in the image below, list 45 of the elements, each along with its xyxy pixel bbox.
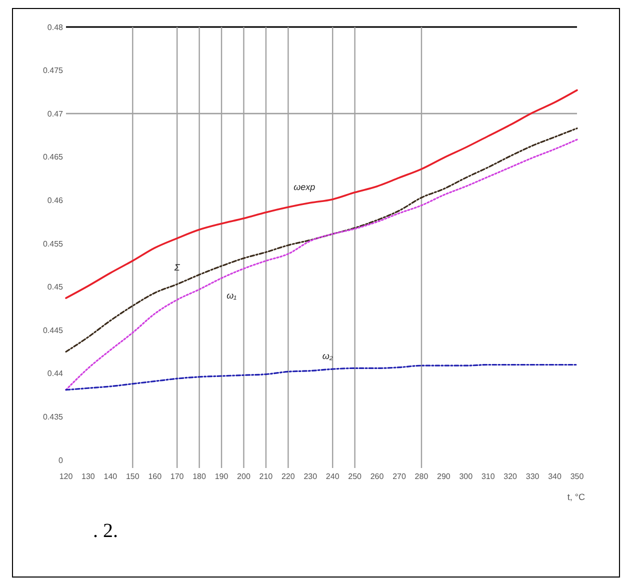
series-label: Σ bbox=[173, 262, 180, 272]
x-tick-label: 120 bbox=[59, 472, 74, 481]
x-tick-label: 150 bbox=[126, 472, 140, 481]
y-tick-label: 0.47 bbox=[47, 109, 64, 118]
y-tick-label: 0.46 bbox=[47, 196, 64, 205]
x-tick-label: 130 bbox=[82, 472, 96, 481]
y-tick-label: 0 bbox=[58, 456, 64, 465]
series-label: ωexp bbox=[294, 182, 316, 192]
x-tick-label: 320 bbox=[504, 472, 518, 481]
x-tick-label: 140 bbox=[104, 472, 118, 481]
x-tick-label: 160 bbox=[148, 472, 162, 481]
x-tick-label: 300 bbox=[459, 472, 474, 481]
x-tick-label: 310 bbox=[481, 472, 496, 481]
x-tick-label: 200 bbox=[237, 472, 251, 481]
x-axis-title: t, °C bbox=[567, 492, 586, 502]
x-tick-label: 210 bbox=[259, 472, 274, 481]
line-series bbox=[65, 89, 578, 299]
x-tick-label: 250 bbox=[348, 472, 362, 481]
x-tick-label: 170 bbox=[170, 472, 184, 481]
series-label: ω₁ bbox=[226, 290, 237, 300]
y-tick-label: 0.44 bbox=[47, 369, 64, 378]
x-tick-label: 340 bbox=[548, 472, 562, 481]
y-tick-label: 0.48 bbox=[47, 22, 64, 32]
series-label: ω₂ bbox=[322, 351, 334, 362]
y-tick-label: 0.435 bbox=[42, 412, 64, 422]
x-tick-label: 240 bbox=[326, 472, 340, 481]
x-tick-label: 260 bbox=[370, 472, 384, 481]
x-tick-label: 190 bbox=[214, 472, 229, 481]
x-tick-label: 220 bbox=[281, 472, 296, 481]
x-tick-label: 280 bbox=[414, 472, 429, 481]
line-series bbox=[65, 128, 578, 353]
y-tick-label: 0.445 bbox=[42, 326, 64, 335]
line-series bbox=[65, 138, 578, 391]
line-series bbox=[65, 364, 578, 391]
y-tick-label: 0.455 bbox=[42, 239, 64, 248]
x-tick-label: 350 bbox=[570, 472, 584, 481]
y-tick-label: 0.475 bbox=[42, 66, 64, 76]
x-tick-label: 330 bbox=[526, 472, 540, 481]
x-tick-label: 230 bbox=[304, 472, 318, 481]
y-tick-label: 0.465 bbox=[42, 152, 64, 162]
y-tick-label: 0.45 bbox=[47, 282, 64, 292]
x-tick-label: 270 bbox=[392, 472, 406, 481]
x-tick-label: 180 bbox=[192, 472, 207, 481]
x-tick-label: 290 bbox=[437, 472, 451, 481]
text: . 2. bbox=[93, 520, 118, 542]
